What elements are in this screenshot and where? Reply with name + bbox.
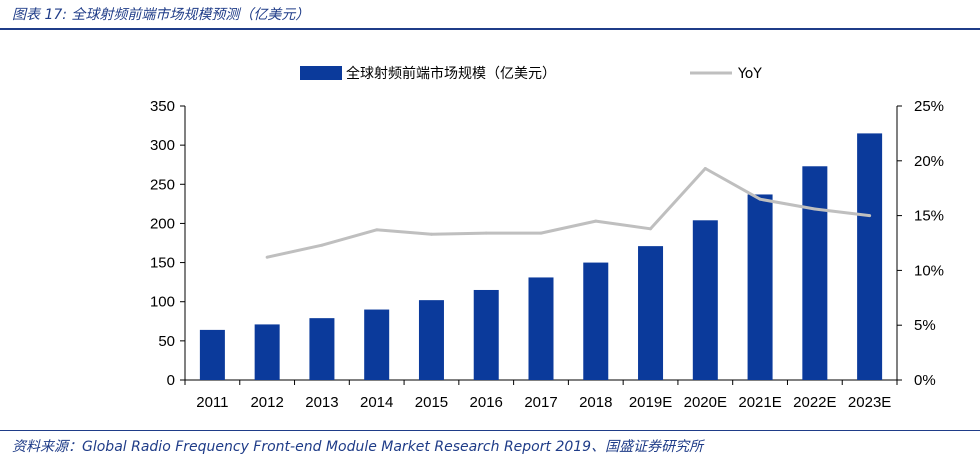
bar-2015: [418, 300, 444, 380]
right-tick-label: 20%: [914, 153, 944, 170]
yoy-point-2016: [484, 231, 488, 235]
left-tick-label: 0: [167, 372, 175, 389]
left-tick-label: 250: [150, 176, 175, 193]
legend-line-label: YoY: [737, 66, 762, 82]
bar-2011: [199, 329, 225, 380]
legend: 全球射频前端市场规模（亿美元） YoY: [300, 65, 762, 82]
x-tick-label: 2020E: [684, 394, 727, 411]
x-tick-label: 2013: [305, 394, 338, 411]
left-tick-label: 300: [150, 137, 175, 154]
left-tick-label: 50: [158, 333, 175, 350]
bar-2021E: [747, 194, 773, 380]
x-tick-label: 2018: [579, 394, 612, 411]
yoy-point-2019E: [649, 227, 653, 231]
yoy-point-2015: [429, 232, 433, 236]
yoy-point-2014: [375, 228, 379, 232]
bar-2012: [254, 324, 280, 380]
bar-2020E: [692, 220, 718, 380]
title-rule: [0, 28, 980, 30]
left-tick-label: 150: [150, 255, 175, 272]
bar-2022E: [802, 166, 828, 380]
left-tick-label: 100: [150, 294, 175, 311]
right-tick-label: 10%: [914, 262, 944, 279]
x-tick-label: 2014: [360, 394, 393, 411]
x-axis-labels: 2011 2012 2013 2014 2015 2016 2017 2018 2019E 202…: [196, 394, 891, 411]
legend-bar-swatch: [300, 66, 342, 80]
left-tick-label: 200: [150, 215, 175, 232]
axes: 0 50 100 150 200 250 300 350 0% 5% 10% 15% 20% 25%: [150, 98, 944, 389]
bar-2013: [309, 318, 335, 380]
x-tick-label: 2023E: [848, 394, 891, 411]
x-tick-label: 2016: [470, 394, 503, 411]
x-tick-label: 2015: [415, 394, 448, 411]
source-note: 资料来源：Global Radio Frequency Front-end Mo…: [12, 439, 704, 455]
yoy-point-2022E: [813, 207, 817, 211]
bar-2023E: [857, 133, 883, 380]
right-tick-label: 25%: [914, 98, 944, 115]
yoy-point-2018: [594, 219, 598, 223]
bar-2018: [583, 262, 609, 380]
right-tick-label: 0%: [914, 372, 936, 389]
source-rule: [0, 430, 980, 431]
right-tick-label: 5%: [914, 317, 936, 334]
x-tick-label: 2011: [196, 394, 228, 411]
x-tick-label: 2012: [250, 394, 283, 411]
yoy-point-2013: [320, 243, 324, 247]
figure-title: 图表 17: 全球射频前端市场规模预测（亿美元）: [12, 7, 310, 23]
x-tick-label: 2019E: [629, 394, 672, 411]
bar-2019E: [638, 246, 664, 380]
yoy-point-2020E: [703, 166, 707, 170]
yoy-point-2017: [539, 231, 543, 235]
bar-2014: [364, 309, 390, 380]
x-tick-label: 2017: [524, 394, 557, 411]
bar-2017: [528, 277, 554, 380]
bar-series: [199, 133, 883, 380]
yoy-series: [265, 166, 872, 259]
x-tick-label: 2021E: [738, 394, 781, 411]
yoy-point-2021E: [758, 197, 762, 201]
right-tick-label: 15%: [914, 208, 944, 225]
x-tick-label: 2022E: [793, 394, 836, 411]
left-tick-label: 350: [150, 98, 175, 115]
yoy-point-2012: [265, 255, 269, 259]
yoy-point-2023E: [868, 214, 872, 218]
yoy-line: [266, 167, 870, 259]
bar-2016: [473, 289, 499, 380]
legend-bar-label: 全球射频前端市场规模（亿美元）: [346, 65, 556, 82]
